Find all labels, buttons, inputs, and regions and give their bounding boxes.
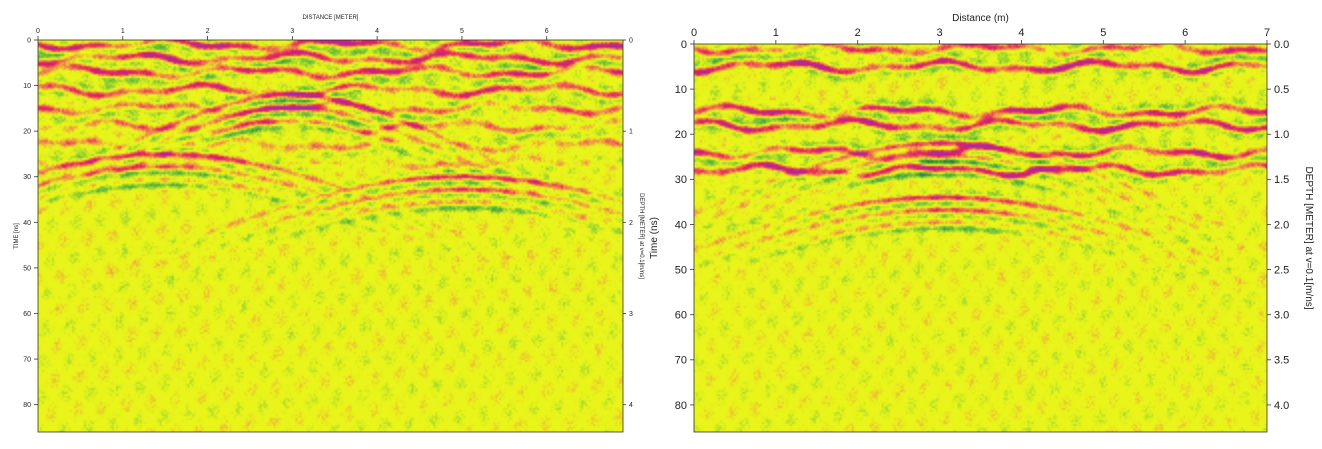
- plot-frame: [37, 39, 624, 433]
- y2-axis-title: DEPTH [METER] at v=0.1[m/ns]: [638, 193, 644, 279]
- x-tick-label: 2: [206, 28, 210, 35]
- y2-axis-title: DEPTH [METER] at v=0.1[m/ns]: [1303, 166, 1314, 309]
- x-tick-label: 1: [121, 28, 125, 35]
- y-tick-label: 0: [681, 39, 687, 51]
- y2-tick-label: 0: [629, 37, 633, 44]
- y2-tick-label: 1: [629, 129, 633, 136]
- x-tick-label: 4: [1018, 27, 1024, 39]
- y2-tick-label: 3.0: [1274, 310, 1289, 322]
- y-tick-label: 10: [675, 84, 687, 96]
- plot-frame: [693, 43, 1268, 433]
- radargram-heatmap: [694, 44, 1267, 432]
- y-tick-label: 40: [23, 220, 31, 227]
- y2-tick-label: 3.5: [1274, 355, 1289, 367]
- y-tick-label: 80: [23, 402, 31, 409]
- x-tick-label: 6: [545, 28, 549, 35]
- x-tick-label: 0: [36, 28, 40, 35]
- y2-tick-label: 2: [629, 220, 633, 227]
- y-tick-label: 60: [23, 311, 31, 318]
- x-tick-label: 5: [460, 28, 464, 35]
- y-axis-title: TIME [ns]: [14, 223, 20, 249]
- x-tick-label: 3: [937, 27, 943, 39]
- y2-tick-label: 0.0: [1274, 39, 1289, 51]
- x-tick-label: 6: [1182, 27, 1188, 39]
- y-tick-label: 50: [23, 265, 31, 272]
- y2-tick-label: 4: [629, 402, 633, 409]
- x-tick-label: 0: [691, 27, 697, 39]
- x-tick-label: 3: [290, 28, 294, 35]
- y2-tick-label: 4.0: [1274, 400, 1289, 412]
- y2-tick-label: 1.5: [1274, 174, 1289, 186]
- x-axis-title: Distance (m): [952, 13, 1009, 24]
- y-tick-label: 20: [675, 129, 687, 141]
- y-tick-label: 30: [675, 174, 687, 186]
- y-tick-label: 50: [675, 264, 687, 276]
- y-tick-label: 0: [27, 37, 31, 44]
- y-tick-label: 60: [675, 310, 687, 322]
- y-tick-label: 20: [23, 129, 31, 136]
- x-tick-label: 7: [1264, 27, 1270, 39]
- y-tick-label: 70: [675, 355, 687, 367]
- radargram-heatmap: [38, 40, 623, 432]
- y2-tick-label: 2.0: [1274, 219, 1289, 231]
- y2-tick-label: 3: [629, 311, 633, 318]
- y-tick-label: 70: [23, 357, 31, 364]
- x-tick-label: 4: [375, 28, 379, 35]
- y2-tick-label: 1.0: [1274, 129, 1289, 141]
- right-radargram-panel: 0 1 2 3 4 5 6 7010203040506070800.00.51.01.52.0…: [649, 13, 1314, 433]
- y2-tick-label: 2.5: [1274, 264, 1289, 276]
- y-tick-label: 10: [23, 83, 31, 90]
- x-tick-label: 1: [773, 27, 779, 39]
- y2-tick-label: 0.5: [1274, 84, 1289, 96]
- y-tick-label: 40: [675, 219, 687, 231]
- y-axis-title: Time (ns): [649, 217, 660, 259]
- y-tick-label: 80: [675, 400, 687, 412]
- x-tick-label: 2: [855, 27, 861, 39]
- y-tick-label: 30: [23, 174, 31, 181]
- x-tick-label: 5: [1100, 27, 1106, 39]
- x-axis-title: DISTANCE [METER]: [303, 15, 359, 21]
